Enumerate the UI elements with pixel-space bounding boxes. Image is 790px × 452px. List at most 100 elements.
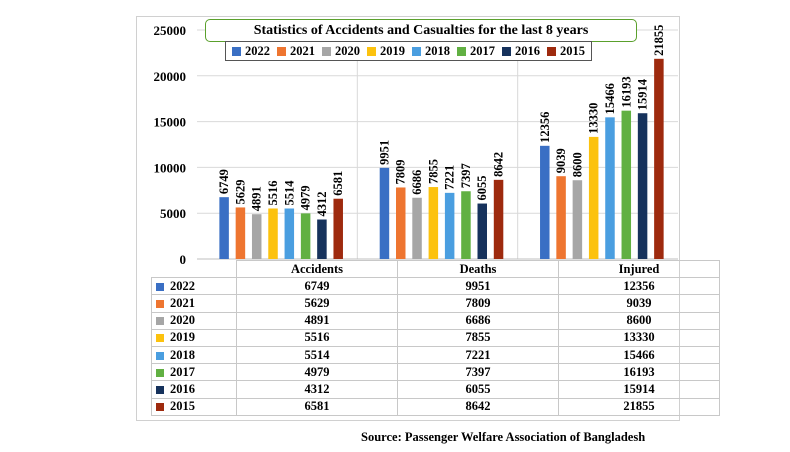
legend-label: 2020 bbox=[335, 43, 360, 58]
legend-swatch bbox=[457, 46, 466, 56]
data-label: 6055 bbox=[475, 176, 489, 201]
legend-label: 2017 bbox=[470, 43, 495, 58]
table-header-row: Accidents Deaths Injured bbox=[151, 259, 720, 279]
bar-deaths-2019 bbox=[428, 187, 439, 259]
legend-item-2022: 2022 bbox=[232, 44, 270, 59]
table-value: 6749 bbox=[236, 277, 398, 296]
bars bbox=[219, 58, 664, 260]
bar-deaths-2015 bbox=[493, 179, 504, 259]
table-value: 9951 bbox=[397, 277, 559, 296]
data-label: 15914 bbox=[636, 78, 650, 110]
y-tick-label: 25000 bbox=[154, 23, 187, 38]
data-label: 9039 bbox=[554, 148, 568, 173]
legend-swatch bbox=[277, 46, 286, 56]
table-value: 5629 bbox=[236, 294, 398, 313]
data-label: 15466 bbox=[603, 83, 617, 114]
table-year-label: 2021 bbox=[170, 295, 195, 310]
data-label: 5516 bbox=[266, 180, 280, 205]
table-value: 7855 bbox=[397, 328, 559, 347]
table-value: 15466 bbox=[558, 345, 720, 365]
table-row-key: 2021 bbox=[151, 294, 237, 313]
legend-label: 2021 bbox=[290, 43, 315, 58]
y-tick-label: 5000 bbox=[160, 206, 186, 221]
table-row: 2017 4979 7397 16193 bbox=[151, 363, 720, 382]
table-row-key: 2015 bbox=[151, 397, 237, 416]
table-swatch bbox=[156, 300, 164, 309]
legend-item-2021: 2021 bbox=[277, 44, 315, 59]
category-label: Injured bbox=[558, 259, 720, 279]
legend-item-2019: 2019 bbox=[367, 44, 405, 59]
table-row: 2021 5629 7809 9039 bbox=[151, 294, 720, 313]
legend-item-2016: 2016 bbox=[502, 44, 540, 59]
bar-accidents-2021 bbox=[235, 207, 246, 259]
legend-swatch bbox=[367, 46, 376, 56]
table-row: 2016 4312 6055 15914 bbox=[151, 380, 720, 399]
bar-deaths-2020 bbox=[412, 197, 422, 259]
y-tick-label: 0 bbox=[180, 252, 187, 267]
table-row: 2018 5514 7221 15466 bbox=[151, 345, 720, 365]
y-tick-label: 15000 bbox=[154, 115, 187, 130]
bar-injured-2020 bbox=[572, 180, 583, 259]
bar-injured-2017 bbox=[621, 110, 632, 259]
data-label: 4979 bbox=[299, 185, 313, 210]
bar-accidents-2019 bbox=[268, 208, 278, 259]
data-label: 4891 bbox=[250, 186, 264, 211]
legend-swatch bbox=[322, 46, 331, 56]
bar-injured-2021 bbox=[556, 176, 566, 259]
table-year-label: 2016 bbox=[170, 381, 195, 396]
legend-swatch bbox=[412, 46, 421, 56]
table-value: 5514 bbox=[236, 345, 398, 365]
table-value: 6055 bbox=[397, 380, 559, 399]
bar-injured-2022 bbox=[540, 145, 550, 259]
data-label: 6581 bbox=[331, 171, 345, 196]
legend-swatch bbox=[547, 46, 556, 56]
data-label: 7809 bbox=[394, 159, 408, 184]
table-value: 4979 bbox=[236, 363, 398, 382]
table-swatch bbox=[156, 334, 164, 343]
table-swatch bbox=[156, 386, 164, 395]
category-label: Accidents bbox=[236, 259, 398, 279]
data-label: 6686 bbox=[410, 170, 424, 195]
table-year-label: 2018 bbox=[170, 347, 195, 362]
table-row-key: 2018 bbox=[151, 345, 237, 365]
data-label: 5629 bbox=[233, 179, 247, 204]
legend-label: 2018 bbox=[425, 43, 450, 58]
table-value: 7397 bbox=[397, 363, 559, 382]
data-table: Accidents Deaths Injured 2022 6749 9951 12356… bbox=[151, 259, 720, 416]
bar-injured-2015 bbox=[654, 58, 664, 260]
table-value: 7221 bbox=[397, 345, 559, 365]
table-corner bbox=[151, 260, 237, 279]
legend-swatch bbox=[502, 46, 511, 56]
table-year-label: 2019 bbox=[170, 330, 195, 345]
chart-title: Statistics of Accidents and Casualties f… bbox=[205, 19, 637, 42]
legend-item-2015: 2015 bbox=[547, 44, 585, 59]
legend-label: 2022 bbox=[245, 43, 270, 58]
table-value: 4312 bbox=[236, 380, 398, 399]
table-value: 9039 bbox=[558, 294, 720, 313]
table-value: 5516 bbox=[236, 328, 398, 347]
table-row: 2019 5516 7855 13330 bbox=[151, 328, 720, 347]
data-label: 4312 bbox=[315, 192, 329, 217]
table-row-key: 2019 bbox=[151, 328, 237, 347]
data-label: 6749 bbox=[217, 169, 231, 194]
table-row: 2020 4891 6686 8600 bbox=[151, 311, 720, 330]
legend-label: 2016 bbox=[515, 43, 540, 58]
table-row-key: 2017 bbox=[151, 363, 237, 382]
data-label: 7855 bbox=[426, 159, 440, 184]
legend-item-2020: 2020 bbox=[322, 44, 360, 59]
table-value: 6686 bbox=[397, 311, 559, 330]
data-label: 13330 bbox=[587, 103, 601, 134]
table-value: 12356 bbox=[558, 277, 720, 296]
table-value: 4891 bbox=[236, 311, 398, 330]
legend-label: 2015 bbox=[560, 43, 585, 58]
table-swatch bbox=[156, 368, 164, 377]
legend-swatch bbox=[232, 46, 241, 56]
table-value: 7809 bbox=[397, 294, 559, 313]
table-row-key: 2016 bbox=[151, 380, 237, 399]
table-row-key: 2020 bbox=[151, 311, 237, 330]
data-label: 16193 bbox=[619, 76, 633, 107]
bar-deaths-2021 bbox=[396, 187, 406, 259]
legend-item-2017: 2017 bbox=[457, 44, 495, 59]
